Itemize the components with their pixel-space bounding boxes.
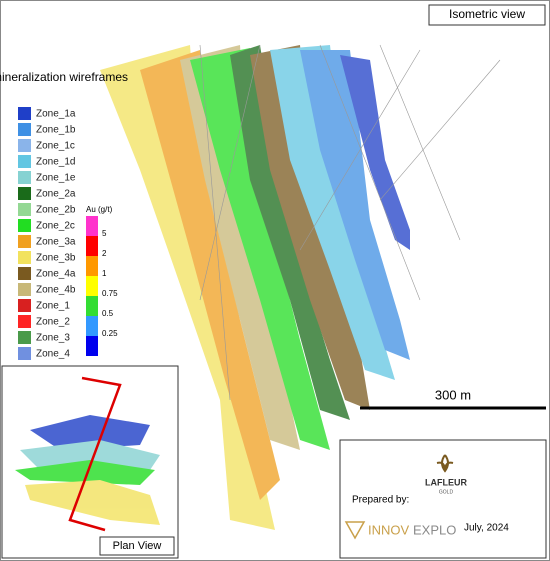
zone-label-box <box>33 283 81 296</box>
client: LAFLEUR <box>425 477 467 487</box>
zone-label: Zone_1e <box>36 173 76 184</box>
zone-swatch <box>18 187 31 200</box>
drill-holes <box>199 44 501 401</box>
grade-swatch <box>86 236 98 256</box>
zone-label: Zone_1d <box>36 157 75 168</box>
logo-icon <box>344 521 366 540</box>
zone-label-box <box>33 315 81 328</box>
client-sub: GOLD <box>439 489 454 495</box>
zone-label-box <box>33 219 81 232</box>
zone-label-box <box>33 139 81 152</box>
annotation: mineralization wireframes <box>0 70 128 84</box>
zone-swatch <box>18 235 31 248</box>
zone-label-box <box>33 107 81 120</box>
zone-swatch <box>18 251 31 264</box>
grade-label: 0.5 <box>102 309 114 318</box>
inset-title: Plan View <box>113 540 162 552</box>
grade-label: 0.25 <box>102 329 118 338</box>
zone-label: Zone_4b <box>36 285 76 296</box>
zone-label: Zone_4a <box>36 269 76 280</box>
inset-title-box <box>99 536 175 556</box>
zone-label-box <box>33 331 81 344</box>
zone-label: Zone_3a <box>36 237 76 248</box>
grade-label: 0.75 <box>102 289 118 298</box>
zone-swatch <box>18 331 31 344</box>
zone-swatch <box>18 123 31 136</box>
zone-swatch <box>18 107 31 120</box>
fleur-de-lis <box>436 454 454 473</box>
zone-label-box <box>33 299 81 312</box>
grade-swatch <box>86 276 98 296</box>
section-line <box>68 376 122 532</box>
grade-title: Au (g/t) <box>86 205 113 214</box>
zone-label: Zone_2b <box>36 205 76 216</box>
zone-label: Zone_1b <box>36 125 76 136</box>
zone-swatch <box>18 155 31 168</box>
grade-swatch <box>86 256 98 276</box>
zone-label-box <box>33 187 81 200</box>
zone-label: Zone_3 <box>36 333 70 344</box>
zone-swatch <box>18 283 31 296</box>
zone-label: Zone_1 <box>36 301 70 312</box>
zone-label-box <box>33 155 81 168</box>
zone-swatch <box>18 315 31 328</box>
zone-label: Zone_2c <box>36 221 75 232</box>
zone-label: Zone_1c <box>36 141 75 152</box>
zone-label: Zone_3b <box>36 253 76 264</box>
zone-label-box <box>33 123 81 136</box>
logo-suffix: EXPLO <box>413 522 456 537</box>
logo-prefix: INNOV <box>368 522 410 537</box>
zone-label-box <box>33 203 81 216</box>
zone-label-box <box>33 251 81 264</box>
grade-label: 5 <box>102 229 107 238</box>
zone-swatch <box>18 347 31 360</box>
zone-label: Zone_1a <box>36 109 76 120</box>
zone-swatch <box>18 219 31 232</box>
wireframes <box>100 45 410 530</box>
date: July, 2024 <box>464 523 509 534</box>
zone-swatch <box>18 139 31 152</box>
zone-label: Zone_2a <box>36 189 76 200</box>
zone-label-box <box>33 347 81 360</box>
grade-label: 1 <box>102 269 107 278</box>
grade-label: 2 <box>102 249 107 258</box>
zone-swatch <box>18 203 31 216</box>
zone-label: Zone_4 <box>36 349 70 360</box>
zone-label-box <box>33 267 81 280</box>
title: Isometric view <box>449 7 525 21</box>
zone-label-box <box>33 171 81 184</box>
prepared-by: Prepared by: <box>352 495 409 506</box>
zone-swatch <box>18 171 31 184</box>
grade-swatch <box>86 316 98 336</box>
grade-swatch <box>86 216 98 236</box>
inset-wireframes <box>15 415 160 525</box>
zone-swatch <box>18 267 31 280</box>
grade-swatch <box>86 296 98 316</box>
zone-label-box <box>33 235 81 248</box>
grade-swatch <box>86 336 98 356</box>
scale-label: 300 m <box>435 387 471 402</box>
zone-label: Zone_2 <box>36 317 70 328</box>
title-box <box>428 4 546 26</box>
zone-swatch <box>18 299 31 312</box>
